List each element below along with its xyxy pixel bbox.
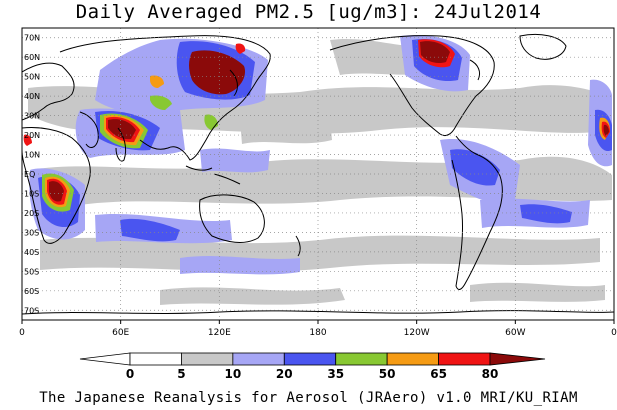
legend-swatch bbox=[129, 352, 182, 366]
lon-label: 120E bbox=[208, 328, 231, 338]
lon-label: 60W bbox=[505, 328, 525, 338]
footer-credit: The Japanese Reanalysis for Aerosol (JRA… bbox=[39, 390, 578, 406]
legend-colorbar: 0 5 10 20 35 50 65 80 bbox=[79, 352, 546, 381]
legend-tick-label: 50 bbox=[379, 367, 396, 381]
longitude-labels: 0 60E 120E 180 120W 60W 0 bbox=[19, 320, 617, 338]
lat-label: 50N bbox=[24, 73, 40, 82]
lat-label: 10N bbox=[24, 151, 40, 160]
lat-label: 40S bbox=[24, 248, 39, 257]
legend-tick-label: 5 bbox=[177, 367, 185, 381]
lon-label: 180 bbox=[309, 328, 326, 338]
map-title: Daily Averaged PM2.5 [ug/m3]: 24Jul2014 bbox=[75, 1, 542, 23]
legend-tick-label: 10 bbox=[225, 367, 242, 381]
lon-label: 120W bbox=[404, 328, 430, 338]
lat-label: 70N bbox=[24, 34, 40, 43]
legend-tick-label: 35 bbox=[327, 367, 344, 381]
legend-swatch bbox=[438, 352, 491, 366]
graticule bbox=[22, 28, 614, 320]
lat-label: 50S bbox=[24, 267, 39, 276]
legend-swatch bbox=[232, 352, 285, 366]
lat-label: 20N bbox=[24, 131, 40, 140]
lon-label: 0 bbox=[19, 328, 25, 338]
legend-swatch bbox=[181, 352, 234, 366]
legend-swatch bbox=[79, 352, 131, 366]
lat-label: 60N bbox=[24, 53, 40, 62]
legend-swatch bbox=[386, 352, 439, 366]
lat-label: 30S bbox=[24, 228, 39, 237]
legend-swatch bbox=[283, 352, 337, 366]
lon-label: 0 bbox=[611, 328, 617, 338]
lat-label: 10S bbox=[24, 189, 39, 198]
lat-label: 60S bbox=[24, 287, 39, 296]
pm25-shading bbox=[23, 34, 612, 305]
legend-tick-label: 20 bbox=[276, 367, 293, 381]
lat-label: EQ bbox=[24, 170, 35, 179]
coastlines bbox=[22, 33, 614, 315]
legend-tick-label: 65 bbox=[430, 367, 447, 381]
legend-tick-label: 0 bbox=[126, 367, 134, 381]
lon-label: 60E bbox=[112, 328, 129, 338]
legend-swatch bbox=[335, 352, 388, 366]
lat-label: 40N bbox=[24, 92, 40, 101]
legend-tick-label: 80 bbox=[482, 367, 499, 381]
legend-swatch bbox=[489, 352, 546, 366]
lat-label: 70S bbox=[24, 306, 39, 315]
lat-label: 20S bbox=[24, 209, 39, 218]
lat-label: 30N bbox=[24, 112, 40, 121]
latitude-labels: 70N 60N 50N 40N 30N 20N 10N EQ 10S 20S 30S 40S 50S 60… bbox=[24, 34, 40, 316]
